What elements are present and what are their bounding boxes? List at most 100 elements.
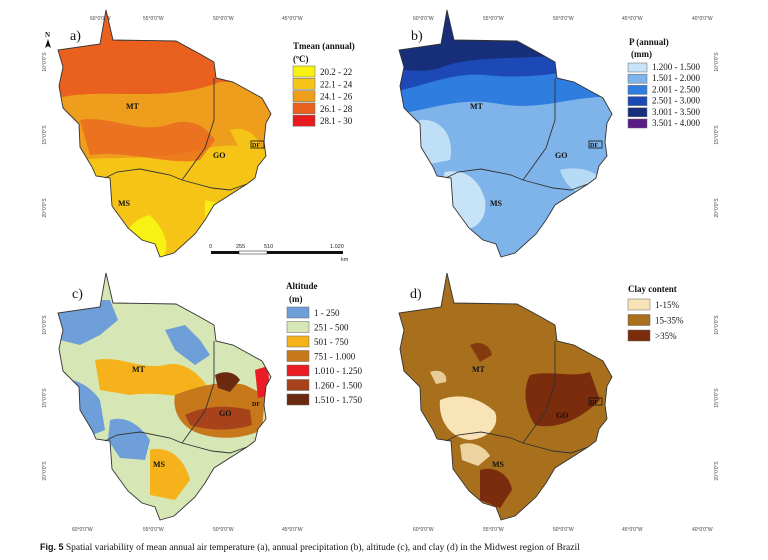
legend-swatch bbox=[627, 62, 648, 73]
legend-swatch bbox=[292, 102, 316, 115]
legend-label: 501 - 750 bbox=[314, 337, 349, 347]
scale-label-1: 255 bbox=[236, 244, 245, 250]
scale-label-0: 0 bbox=[209, 244, 212, 250]
top-tick-b-1: 60°0'0"W bbox=[413, 16, 434, 22]
top-tick-b-3: 50°0'0"W bbox=[553, 16, 574, 22]
legend-label: 1.510 - 1.750 bbox=[314, 395, 362, 405]
legend-label: 20.2 - 22 bbox=[320, 67, 352, 77]
legend-label: 3.501 - 4.000 bbox=[652, 118, 700, 128]
legend-label: 251 - 500 bbox=[314, 323, 349, 333]
legend-label: 1.010 - 1.250 bbox=[314, 366, 362, 376]
top-tick-a-1: 60°0'0"W bbox=[90, 16, 111, 22]
left-tick-c-1: 10°0'0"S bbox=[42, 315, 48, 335]
panel-c: 10°0'0"S 15°0'0"S 20°0'0"S 60°0'0"W 55°0… bbox=[42, 272, 362, 533]
top-tick-b-5: 40°0'0"W bbox=[692, 16, 713, 22]
scale-bar: 0 255 510 1.020 km bbox=[209, 244, 349, 263]
bottom-tick-d-5: 40°0'0"W bbox=[692, 527, 713, 533]
left-tick-c-2: 15°0'0"S bbox=[42, 388, 48, 408]
go-label-a: GO bbox=[213, 151, 225, 160]
legend-d-title: Clay content bbox=[628, 284, 677, 294]
legend-a-unit: (ºC) bbox=[293, 54, 308, 64]
left-tick-c-3: 20°0'0"S bbox=[42, 461, 48, 481]
panel-a: 60°0'0"W 55°0'0"W 50°0'0"W 45°0'0"W 10°0… bbox=[42, 9, 355, 263]
legend-swatch bbox=[627, 118, 648, 129]
go-label-d: GO bbox=[556, 411, 568, 420]
legend-label: 22.1 - 24 bbox=[320, 79, 353, 89]
top-tick-a-3: 50°0'0"W bbox=[213, 16, 234, 22]
legend-swatch bbox=[286, 306, 310, 319]
svg-text:N: N bbox=[45, 31, 50, 39]
scale-label-2: 510 bbox=[264, 244, 273, 250]
legend-label: 1.260 - 1.500 bbox=[314, 381, 362, 391]
legend-swatch bbox=[292, 114, 316, 127]
panel-a-letter: a) bbox=[70, 29, 81, 44]
legend-label: >35% bbox=[655, 331, 677, 341]
legend-swatch bbox=[627, 107, 648, 118]
legend-label: 1.200 - 1.500 bbox=[652, 62, 700, 72]
legend-label: 751 - 1.000 bbox=[314, 352, 356, 362]
left-tick-a-3: 20°0'0"S bbox=[42, 198, 48, 218]
ms-label-c: MS bbox=[153, 460, 166, 469]
top-tick-a-4: 45°0'0"W bbox=[282, 16, 303, 22]
panel-b-letter: b) bbox=[411, 29, 423, 44]
top-tick-b-2: 55°0'0"W bbox=[483, 16, 504, 22]
top-tick-a-2: 55°0'0"W bbox=[143, 16, 164, 22]
legend-swatch bbox=[286, 335, 310, 348]
legend-swatch bbox=[627, 298, 651, 311]
bottom-tick-d-3: 50°0'0"W bbox=[553, 527, 574, 533]
legend-label: 1-15% bbox=[655, 300, 679, 310]
legend-swatch bbox=[627, 314, 651, 326]
legend-d: Clay content 1-15% 15-35% >35% bbox=[627, 284, 684, 342]
mt-label-a: MT bbox=[126, 102, 140, 111]
legend-swatch bbox=[286, 350, 310, 362]
right-tick-d-3: 20°0'0"S bbox=[714, 461, 720, 481]
mt-label-b: MT bbox=[470, 102, 484, 111]
north-arrow-icon: N bbox=[45, 31, 51, 48]
legend-label: 3.001 - 3.500 bbox=[652, 107, 700, 117]
right-tick-b-3: 20°0'0"S bbox=[714, 198, 720, 218]
legend-b-title: P (annual) bbox=[629, 37, 669, 47]
panel-b: 60°0'0"W 55°0'0"W 50°0'0"W 45°0'0"W 40°0… bbox=[398, 9, 720, 258]
legend-swatch bbox=[292, 90, 316, 102]
df-label-d: DF bbox=[590, 400, 598, 406]
bottom-tick-d-2: 55°0'0"W bbox=[483, 527, 504, 533]
legend-c-title: Altitude bbox=[286, 281, 318, 291]
ms-label-b: MS bbox=[490, 199, 503, 208]
legend-label: 2.501 - 3.000 bbox=[652, 96, 700, 106]
mt-label-c: MT bbox=[132, 365, 146, 374]
legend-label: 28.1 - 30 bbox=[320, 116, 353, 126]
legend-swatch bbox=[286, 321, 310, 333]
df-label-b: DF bbox=[590, 143, 598, 149]
bottom-tick-c-3: 50°0'0"W bbox=[213, 527, 234, 533]
altitude-map: DF MT GO MS bbox=[57, 272, 272, 521]
mt-label-d: MT bbox=[472, 365, 486, 374]
bottom-tick-c-2: 55°0'0"W bbox=[143, 527, 164, 533]
df-label-c: DF bbox=[252, 402, 260, 408]
legend-swatch bbox=[286, 379, 310, 391]
legend-swatch bbox=[292, 78, 316, 90]
top-tick-b-4: 45°0'0"W bbox=[622, 16, 643, 22]
scale-label-3: 1.020 bbox=[330, 244, 344, 250]
legend-swatch bbox=[627, 85, 648, 95]
legend-swatch bbox=[286, 364, 310, 377]
right-tick-b-2: 15°0'0"S bbox=[714, 125, 720, 145]
right-tick-d-2: 15°0'0"S bbox=[714, 388, 720, 408]
bottom-tick-d-4: 45°0'0"W bbox=[622, 527, 643, 533]
legend-b-unit: (mm) bbox=[631, 49, 652, 59]
legend-swatch bbox=[292, 65, 316, 78]
legend-label: 1.501 - 2.000 bbox=[652, 73, 700, 83]
panel-c-letter: c) bbox=[72, 287, 83, 302]
go-label-c: GO bbox=[219, 409, 231, 418]
legend-label: 2.001 - 2.500 bbox=[652, 84, 700, 94]
right-tick-b-1: 10°0'0"S bbox=[714, 52, 720, 72]
ms-label-d: MS bbox=[492, 460, 505, 469]
bottom-tick-d-1: 60°0'0"W bbox=[413, 527, 434, 533]
bottom-tick-c-1: 60°0'0"W bbox=[72, 527, 93, 533]
clay-map: DF MT GO MS bbox=[398, 272, 613, 521]
left-tick-a-2: 15°0'0"S bbox=[42, 125, 48, 145]
legend-swatch bbox=[286, 393, 310, 406]
bottom-tick-c-4: 45°0'0"W bbox=[282, 527, 303, 533]
legend-swatch bbox=[627, 329, 651, 342]
temperature-map: DF MT GO MS bbox=[57, 9, 272, 258]
